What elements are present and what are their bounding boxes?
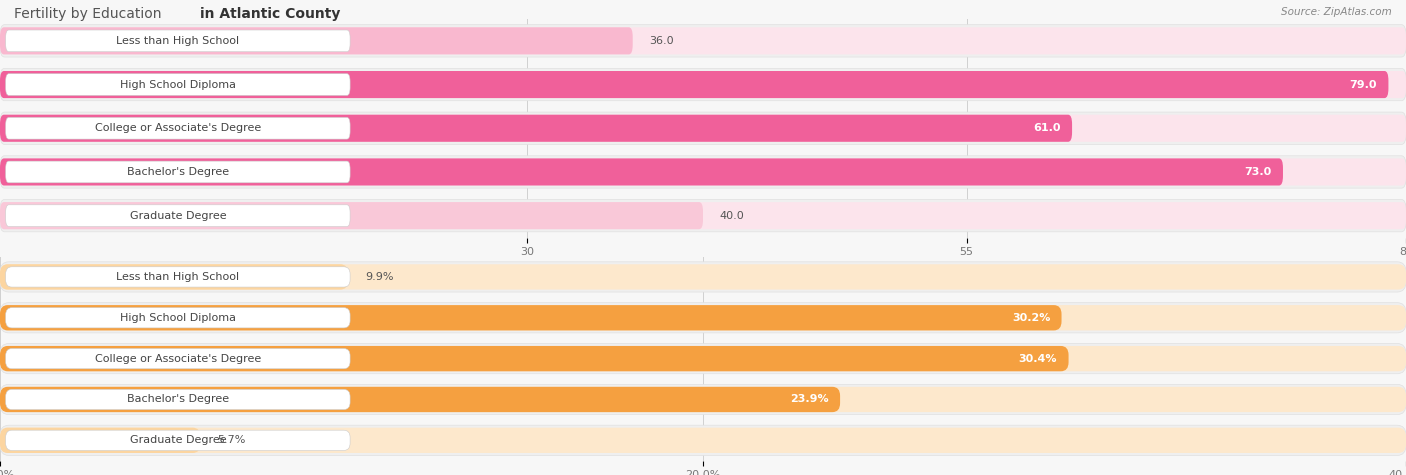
Text: High School Diploma: High School Diploma: [120, 313, 236, 323]
Text: Fertility by Education: Fertility by Education: [14, 7, 166, 21]
Text: 40.0: 40.0: [720, 210, 745, 221]
Text: 5.7%: 5.7%: [217, 435, 246, 446]
Text: College or Associate's Degree: College or Associate's Degree: [94, 123, 262, 133]
Text: 79.0: 79.0: [1350, 79, 1376, 90]
FancyBboxPatch shape: [6, 117, 350, 139]
FancyBboxPatch shape: [0, 27, 633, 55]
FancyBboxPatch shape: [0, 343, 1406, 374]
FancyBboxPatch shape: [0, 71, 1406, 98]
Text: Graduate Degree: Graduate Degree: [129, 435, 226, 446]
FancyBboxPatch shape: [0, 387, 1406, 412]
FancyBboxPatch shape: [0, 346, 1069, 371]
FancyBboxPatch shape: [6, 161, 350, 183]
FancyBboxPatch shape: [0, 25, 1406, 57]
FancyBboxPatch shape: [0, 71, 1389, 98]
Text: 73.0: 73.0: [1244, 167, 1271, 177]
FancyBboxPatch shape: [0, 202, 1406, 229]
FancyBboxPatch shape: [6, 74, 350, 95]
FancyBboxPatch shape: [0, 387, 839, 412]
FancyBboxPatch shape: [0, 428, 200, 453]
FancyBboxPatch shape: [0, 262, 1406, 292]
Text: Bachelor's Degree: Bachelor's Degree: [127, 394, 229, 405]
FancyBboxPatch shape: [0, 428, 1406, 453]
Text: in Atlantic County: in Atlantic County: [200, 7, 340, 21]
FancyBboxPatch shape: [0, 112, 1406, 144]
FancyBboxPatch shape: [0, 346, 1406, 371]
Text: Bachelor's Degree: Bachelor's Degree: [127, 167, 229, 177]
FancyBboxPatch shape: [0, 305, 1062, 331]
FancyBboxPatch shape: [0, 200, 1406, 232]
FancyBboxPatch shape: [6, 267, 350, 287]
FancyBboxPatch shape: [0, 202, 703, 229]
Text: College or Associate's Degree: College or Associate's Degree: [94, 353, 262, 364]
Text: Less than High School: Less than High School: [117, 272, 239, 282]
Text: 36.0: 36.0: [650, 36, 675, 46]
Text: Less than High School: Less than High School: [117, 36, 239, 46]
FancyBboxPatch shape: [0, 158, 1282, 186]
Text: 61.0: 61.0: [1033, 123, 1062, 133]
Text: 30.2%: 30.2%: [1012, 313, 1050, 323]
FancyBboxPatch shape: [0, 27, 1406, 55]
FancyBboxPatch shape: [6, 308, 350, 328]
Text: Source: ZipAtlas.com: Source: ZipAtlas.com: [1281, 7, 1392, 17]
FancyBboxPatch shape: [0, 68, 1406, 101]
FancyBboxPatch shape: [6, 430, 350, 450]
FancyBboxPatch shape: [0, 264, 1406, 290]
FancyBboxPatch shape: [0, 114, 1073, 142]
FancyBboxPatch shape: [6, 349, 350, 369]
Text: 23.9%: 23.9%: [790, 394, 828, 405]
FancyBboxPatch shape: [0, 305, 1406, 331]
FancyBboxPatch shape: [0, 264, 349, 290]
FancyBboxPatch shape: [0, 156, 1406, 188]
FancyBboxPatch shape: [6, 390, 350, 409]
Text: 30.4%: 30.4%: [1019, 353, 1057, 364]
FancyBboxPatch shape: [0, 303, 1406, 333]
FancyBboxPatch shape: [6, 30, 350, 52]
Text: Graduate Degree: Graduate Degree: [129, 210, 226, 221]
FancyBboxPatch shape: [6, 205, 350, 227]
FancyBboxPatch shape: [0, 158, 1406, 186]
Text: High School Diploma: High School Diploma: [120, 79, 236, 90]
FancyBboxPatch shape: [0, 425, 1406, 456]
FancyBboxPatch shape: [0, 114, 1406, 142]
Text: 9.9%: 9.9%: [366, 272, 394, 282]
FancyBboxPatch shape: [0, 384, 1406, 415]
